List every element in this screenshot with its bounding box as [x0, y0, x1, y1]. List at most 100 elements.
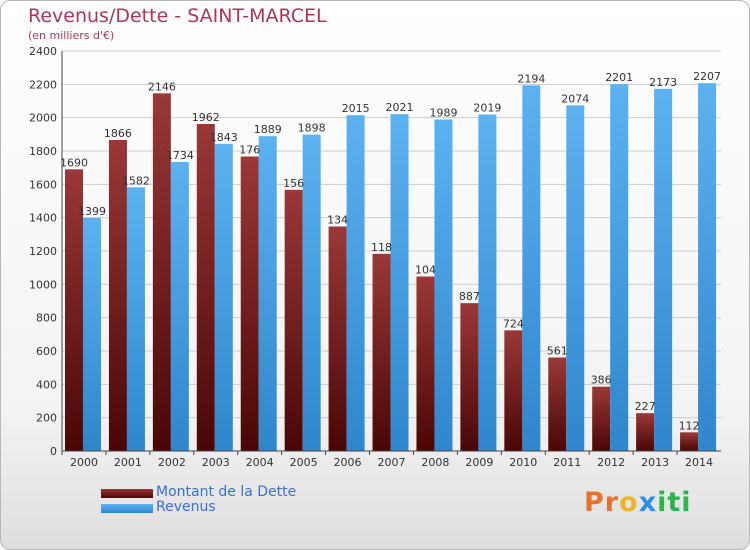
x-tick-label: 2012 [597, 456, 625, 469]
x-tick-label: 2005 [290, 456, 318, 469]
legend-swatch-revenue [101, 504, 153, 513]
logo-letter: r [604, 487, 620, 518]
y-tick-label: 1200 [29, 245, 57, 258]
data-label: 104 [415, 264, 436, 277]
data-label: 1399 [78, 205, 106, 218]
x-tick-label: 2011 [553, 456, 581, 469]
x-tick-label: 2013 [641, 456, 669, 469]
y-tick-label: 2000 [29, 112, 57, 125]
bar-dette [196, 124, 215, 451]
bar-revenus [698, 83, 717, 452]
bar-dette [152, 93, 171, 451]
bar-revenus [258, 136, 277, 451]
logo-letter: P [584, 487, 605, 518]
data-label: 2173 [649, 76, 677, 89]
x-tick-label: 2009 [465, 456, 493, 469]
bar-revenus [566, 105, 585, 451]
data-label: 1989 [429, 107, 457, 120]
x-tick-label: 2010 [509, 456, 537, 469]
bar-dette [592, 386, 611, 451]
data-label: 1734 [166, 149, 194, 162]
y-tick-label: 200 [36, 412, 57, 425]
bar-revenus [390, 114, 409, 452]
data-label: 2015 [342, 102, 370, 115]
data-label: 2207 [693, 70, 721, 83]
bar-revenus [83, 217, 101, 451]
bar-revenus [478, 114, 497, 451]
x-tick-label: 2007 [378, 456, 406, 469]
bar-revenus [610, 84, 629, 452]
data-label: 561 [547, 345, 568, 358]
data-label: 887 [459, 290, 480, 303]
data-label: 112 [679, 419, 700, 432]
data-label: 1690 [60, 156, 88, 169]
x-tick-label: 2000 [70, 456, 98, 469]
data-label: 2194 [517, 72, 545, 85]
data-label: 1898 [298, 122, 326, 135]
chart-title: Revenus/Dette - SAINT-MARCEL [28, 5, 327, 27]
bar-revenus [302, 134, 321, 451]
x-tick-label: 2003 [202, 456, 230, 469]
data-label: 386 [591, 374, 612, 387]
logo-letter: t [667, 487, 682, 518]
data-label: 1843 [210, 131, 238, 144]
x-tick-label: 2001 [114, 456, 142, 469]
data-label: 2074 [561, 92, 589, 105]
legend-swatch-debt [101, 489, 153, 498]
bar-dette [680, 432, 699, 451]
y-tick-label: 400 [36, 378, 57, 391]
logo-letter: o [619, 487, 639, 518]
y-tick-label: 2200 [29, 78, 57, 91]
bar-revenus [522, 85, 541, 451]
bar-dette [504, 330, 523, 451]
bar-dette [636, 413, 655, 451]
data-label: 2019 [473, 102, 501, 115]
legend-label-debt: Montant de la Dette [156, 484, 297, 500]
data-label: 1582 [122, 174, 150, 187]
bar-dette [284, 189, 303, 452]
x-tick-label: 2002 [158, 456, 186, 469]
y-tick-label: 2400 [29, 45, 57, 58]
bar-dette [328, 226, 347, 451]
y-tick-label: 1600 [29, 178, 57, 191]
bar-dette [240, 156, 259, 451]
bar-dette [460, 303, 479, 451]
bar-revenus [214, 143, 233, 452]
data-label: 2146 [148, 80, 176, 93]
y-tick-label: 0 [50, 445, 57, 458]
bar-revenus [434, 119, 453, 451]
data-label: 1866 [104, 127, 132, 140]
data-label: 2021 [386, 101, 414, 114]
y-tick-label: 1400 [29, 212, 57, 225]
data-label: 134 [327, 214, 348, 227]
logo-letter: i [657, 487, 668, 518]
x-tick-label: 2008 [421, 456, 449, 469]
data-label: 176 [239, 144, 260, 157]
data-label: 2201 [605, 71, 633, 84]
proxiti-logo: Proxiti [584, 487, 692, 518]
legend-label-revenue: Revenus [156, 499, 216, 515]
data-label: 156 [283, 177, 304, 190]
bar-revenus [346, 115, 365, 452]
bar-dette [108, 140, 127, 451]
data-label: 227 [635, 400, 656, 413]
y-tick-label: 1000 [29, 278, 57, 291]
x-tick-label: 2004 [246, 456, 274, 469]
bar-dette [65, 169, 83, 452]
data-label: 724 [503, 317, 524, 330]
chart-subtitle: (en milliers d'€) [28, 29, 115, 42]
x-tick-label: 2006 [334, 456, 362, 469]
data-label: 1889 [254, 123, 282, 136]
bar-revenus [654, 88, 673, 451]
data-label: 1962 [192, 111, 220, 124]
y-tick-label: 800 [36, 312, 57, 325]
bar-dette [416, 276, 435, 451]
logo-letter: x [638, 487, 658, 518]
data-label: 118 [371, 241, 392, 254]
logo-letter: i [681, 487, 692, 518]
bar-dette [548, 357, 567, 451]
bar-revenus [126, 187, 145, 452]
y-tick-label: 1800 [29, 145, 57, 158]
